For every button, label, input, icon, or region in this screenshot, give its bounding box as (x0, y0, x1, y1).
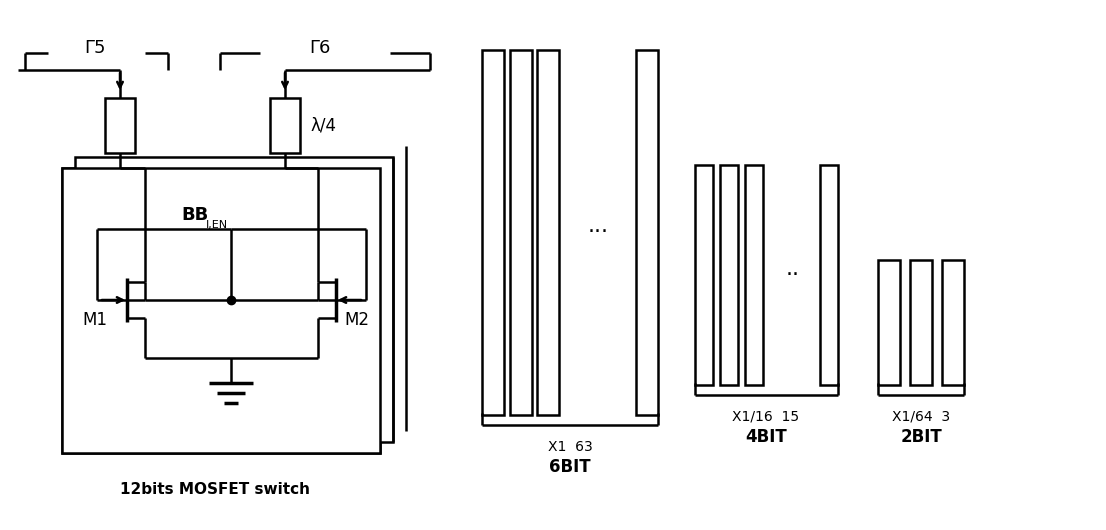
Text: X1/64  3: X1/64 3 (891, 410, 950, 424)
Bar (270, 98, 300, 153)
Bar (942, 260, 964, 385)
Bar (878, 260, 900, 385)
Bar (75, 157, 393, 442)
Text: 6BIT: 6BIT (550, 458, 591, 476)
Bar (910, 260, 932, 385)
Text: 12bits MOSFET switch: 12bits MOSFET switch (119, 482, 310, 498)
Bar (695, 165, 713, 385)
Bar (62, 168, 380, 453)
Text: ··: ·· (786, 265, 800, 285)
Bar (510, 50, 532, 415)
Text: Γ6: Γ6 (310, 39, 331, 57)
Text: BB: BB (181, 206, 209, 224)
Bar (636, 50, 658, 415)
Text: 2BIT: 2BIT (900, 428, 942, 446)
Text: M2: M2 (344, 311, 369, 329)
Text: M1: M1 (83, 311, 107, 329)
Bar (482, 50, 504, 415)
Text: X1/16  15: X1/16 15 (732, 410, 800, 424)
Text: X1  63: X1 63 (547, 440, 593, 454)
Text: 4BIT: 4BIT (745, 428, 786, 446)
Bar (745, 165, 763, 385)
Bar (62, 168, 380, 453)
Text: I,EN: I,EN (206, 220, 228, 230)
Bar (820, 165, 838, 385)
Text: Γ5: Γ5 (84, 39, 106, 57)
Text: ···: ··· (587, 222, 608, 242)
Bar (720, 165, 738, 385)
Text: λ/4: λ/4 (310, 117, 336, 135)
Bar (538, 50, 559, 415)
Bar (105, 98, 135, 153)
